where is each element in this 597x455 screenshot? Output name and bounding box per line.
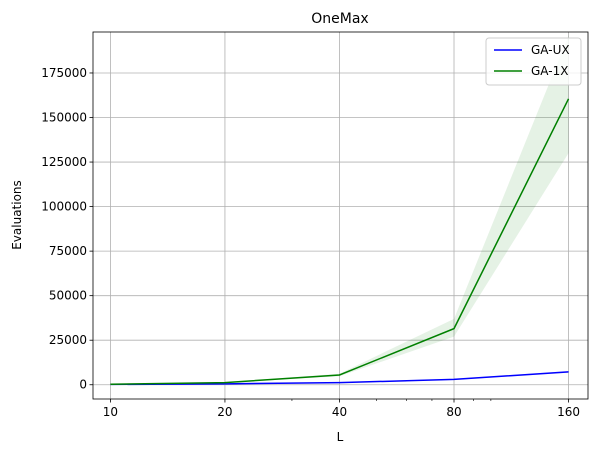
y-tick-label: 175000 xyxy=(41,66,87,80)
y-tick-label: 25000 xyxy=(49,333,87,347)
legend-label: GA-UX xyxy=(531,43,570,57)
x-tick-label: 160 xyxy=(557,405,580,419)
legend-label: GA-1X xyxy=(531,64,568,78)
y-tick-label: 150000 xyxy=(41,111,87,125)
series-line xyxy=(110,371,569,386)
x-tick-label: 10 xyxy=(103,405,118,419)
x-tick-label: 20 xyxy=(217,405,232,419)
y-tick-label: 100000 xyxy=(41,200,87,214)
x-tick-label: 80 xyxy=(446,405,461,419)
y-tick-label: 50000 xyxy=(49,289,87,303)
y-tick-label: 125000 xyxy=(41,155,87,169)
y-tick-label: 0 xyxy=(79,378,87,392)
series-line xyxy=(110,98,570,385)
grid xyxy=(93,32,588,399)
series-lines xyxy=(110,98,570,386)
legend: GA-UX GA-1X xyxy=(485,37,582,86)
y-tick-label: 75000 xyxy=(49,244,87,258)
plot-area-frame xyxy=(92,31,589,400)
x-tick-label: 40 xyxy=(332,405,347,419)
ticks: 0 25000 50000 75000 100000 125000 150000 175000… xyxy=(41,66,580,419)
y-axis-label: Evaluations xyxy=(10,180,24,250)
chart-title: OneMax xyxy=(311,11,368,27)
x-axis-label: L xyxy=(337,430,344,444)
